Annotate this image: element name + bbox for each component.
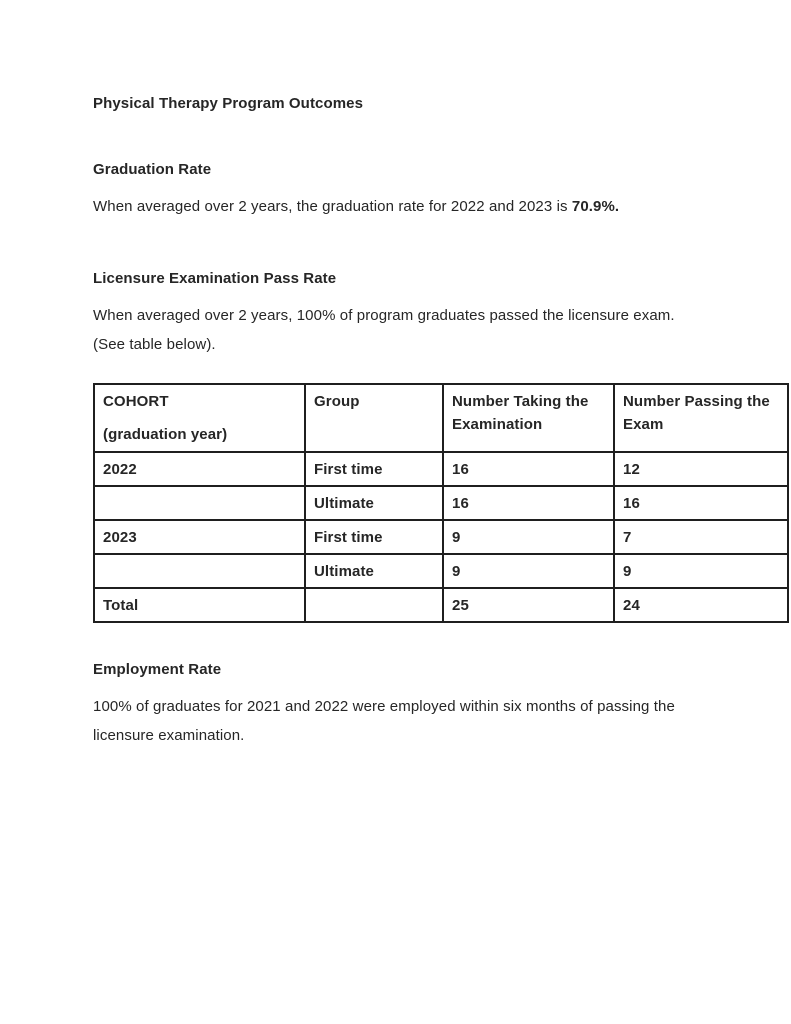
cell-cohort: 2022 bbox=[93, 451, 306, 487]
header-cell-number-taking: Number Taking the Examination bbox=[442, 383, 615, 453]
employment-rate-paragraph: 100% of graduates for 2021 and 2022 were… bbox=[93, 698, 675, 744]
cell-taking: 9 bbox=[442, 553, 615, 589]
header-cell-cohort: COHORT (graduation year) bbox=[93, 383, 306, 453]
section-heading-employment-rate: Employment Rate bbox=[93, 661, 222, 678]
table-row-2022-first-time: 2022 First time 16 12 bbox=[93, 451, 789, 487]
cell-taking: 25 bbox=[442, 587, 615, 623]
cell-cohort bbox=[93, 485, 306, 521]
cell-passing: 24 bbox=[613, 587, 789, 623]
page-title: Physical Therapy Program Outcomes bbox=[93, 95, 364, 112]
header-cohort-line1: COHORT bbox=[103, 393, 169, 410]
cell-cohort: Total bbox=[93, 587, 306, 623]
section-heading-licensure-pass-rate: Licensure Examination Pass Rate bbox=[93, 270, 337, 287]
cell-group: First time bbox=[304, 519, 444, 555]
licensure-outcomes-table: COHORT (graduation year) Group Number Ta… bbox=[93, 383, 789, 623]
cell-taking: 16 bbox=[442, 485, 615, 521]
cell-group bbox=[304, 587, 444, 623]
cell-group: First time bbox=[304, 451, 444, 487]
cell-group: Ultimate bbox=[304, 485, 444, 521]
cell-taking: 9 bbox=[442, 519, 615, 555]
cell-cohort bbox=[93, 553, 306, 589]
cell-passing: 7 bbox=[613, 519, 789, 555]
cell-passing: 9 bbox=[613, 553, 789, 589]
table-row-2022-ultimate: Ultimate 16 16 bbox=[93, 485, 789, 521]
header-cell-number-passing: Number Passing the Exam bbox=[613, 383, 789, 453]
table-row-total: Total 25 24 bbox=[93, 587, 789, 623]
cell-taking: 16 bbox=[442, 451, 615, 487]
table-row-2023-first-time: 2023 First time 9 7 bbox=[93, 519, 789, 555]
graduation-rate-paragraph: When averaged over 2 years, the graduati… bbox=[93, 192, 695, 221]
cell-cohort: 2023 bbox=[93, 519, 306, 555]
cell-passing: 16 bbox=[613, 485, 789, 521]
licensure-table-container: COHORT (graduation year) Group Number Ta… bbox=[93, 383, 791, 623]
licensure-pass-rate-paragraph: When averaged over 2 years, 100% of prog… bbox=[93, 307, 675, 353]
header-cohort-line2: (graduation year) bbox=[103, 426, 228, 443]
cell-group: Ultimate bbox=[304, 553, 444, 589]
table-header-row: COHORT (graduation year) Group Number Ta… bbox=[93, 383, 789, 453]
cell-passing: 12 bbox=[613, 451, 789, 487]
header-cell-group: Group bbox=[304, 383, 444, 453]
graduation-rate-value: 70.9%. bbox=[571, 198, 620, 215]
graduation-rate-text: When averaged over 2 years, the graduati… bbox=[93, 198, 572, 215]
table-row-2023-ultimate: Ultimate 9 9 bbox=[93, 553, 789, 589]
section-heading-graduation-rate: Graduation Rate bbox=[93, 161, 212, 178]
